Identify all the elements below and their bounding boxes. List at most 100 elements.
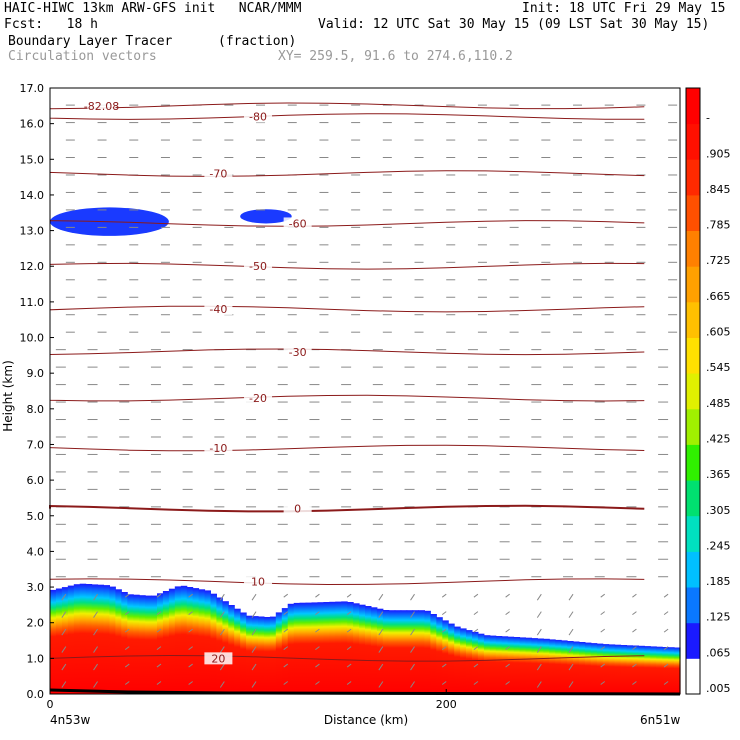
circulation-vectors (55, 104, 678, 688)
y-tick-label: 2.0 (27, 617, 45, 630)
vector-arrow (441, 663, 447, 668)
tracer-column (240, 612, 247, 694)
tracer-column (400, 610, 408, 694)
vector-arrow (473, 628, 479, 633)
tracer-column (317, 602, 324, 694)
vector-arrow (600, 663, 606, 668)
vector-arrow (61, 663, 67, 671)
contour-line (49, 444, 645, 452)
y-tick-label: 6.0 (27, 474, 45, 487)
vector-arrow (61, 611, 67, 618)
y-tick-label: 8.0 (27, 403, 45, 416)
tracer-column (216, 597, 223, 694)
colorbar-swatch (686, 230, 700, 267)
contour-line (49, 578, 645, 586)
tracer-column (228, 605, 235, 694)
vector-arrow (93, 611, 98, 618)
tracer-column (448, 623, 455, 694)
vector-arrow (315, 646, 320, 650)
tracer-column (608, 644, 616, 694)
tracer-column (674, 647, 681, 694)
contour-label: -40 (209, 303, 227, 316)
vector-arrow (346, 593, 352, 598)
y-tick-label: 17.0 (20, 82, 45, 95)
y-tick-label: 11.0 (20, 296, 45, 309)
vector-arrow (410, 611, 415, 618)
vector-arrow (600, 593, 606, 598)
colorbar-label: .125 (706, 611, 731, 624)
vector-arrow (315, 593, 320, 598)
vector-arrow (283, 611, 289, 616)
vector-arrow (315, 628, 320, 633)
tracer-patch (240, 209, 292, 224)
y-tick-label: 10.0 (20, 332, 45, 345)
tracer-column (477, 633, 485, 694)
vector-arrow (441, 646, 447, 650)
contour-label-bg (204, 303, 233, 316)
vector-arrow (536, 681, 542, 688)
tracer-column (466, 630, 473, 694)
contour-line (49, 305, 645, 313)
tracer-column (109, 586, 116, 694)
tracer-column (335, 601, 342, 694)
vector-arrow (505, 593, 510, 598)
tracer-column (489, 635, 497, 694)
tracer-column (454, 626, 461, 694)
contour-line (49, 102, 645, 110)
vector-arrow (124, 663, 130, 668)
vector-arrow (315, 663, 320, 668)
tracer-column (602, 644, 610, 694)
vector-arrow (410, 593, 415, 601)
vector-arrow (283, 593, 289, 598)
tracer-column (287, 603, 295, 694)
tracer-column (103, 585, 110, 694)
tracer-column (151, 595, 158, 694)
vector-arrow (441, 611, 447, 616)
tracer-column (264, 617, 271, 694)
y-tick-label: 9.0 (27, 367, 45, 380)
vector-arrow (568, 646, 574, 653)
vector-arrow (441, 681, 447, 685)
vector-arrow (156, 663, 162, 668)
vector-arrow (188, 611, 193, 616)
tracer-column (644, 646, 651, 694)
vector-arrow (410, 646, 415, 653)
tracer-column (305, 602, 313, 694)
vector-arrow (600, 611, 606, 616)
vector-arrow (346, 611, 352, 616)
vector-arrow (124, 593, 130, 598)
contour-label-bg (283, 217, 312, 230)
tracer-column (549, 639, 556, 694)
vector-arrow (378, 681, 384, 688)
vector-arrow (536, 611, 542, 618)
tracer-column (519, 637, 526, 694)
vector-arrow (536, 646, 542, 653)
tracer-column (353, 603, 360, 694)
tracer-column (555, 639, 562, 694)
colorbar-swatch (686, 658, 700, 695)
contour-line (49, 504, 645, 513)
tracer-column (115, 589, 122, 694)
tracer-column (584, 642, 592, 694)
vector-arrow (410, 663, 415, 671)
vector-arrow (473, 593, 479, 598)
contour-line (49, 262, 645, 270)
y-tick-label: 14.0 (20, 189, 45, 202)
valid-time: Valid: 12 UTC Sat 30 May 15 (09 LST Sat … (318, 17, 710, 32)
vector-arrow (156, 593, 162, 598)
vector-arrow (251, 646, 257, 653)
vector-arrow (536, 628, 542, 636)
tracer-column (91, 584, 99, 694)
y-tick-label: 5.0 (27, 510, 45, 523)
colorbar-swatch (686, 408, 700, 445)
vector-arrow (124, 646, 130, 650)
tracer-column (501, 636, 509, 694)
colorbar-swatch (686, 159, 700, 196)
vector-arrow (219, 611, 225, 618)
tracer-column (614, 644, 622, 694)
y-tick-label: 3.0 (27, 581, 45, 594)
tracer-column (531, 638, 538, 694)
vector-arrow (632, 593, 637, 598)
vector-arrow (93, 628, 98, 636)
init-time: Init: 18 UTC Fri 29 May 15 (522, 1, 726, 16)
